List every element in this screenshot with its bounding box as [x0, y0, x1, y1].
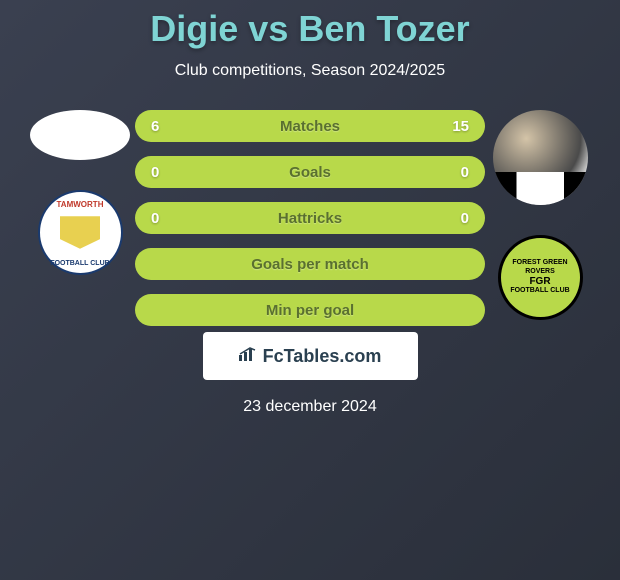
- badge-right-center: FGR: [529, 276, 550, 287]
- stat-right-value: 0: [439, 210, 469, 227]
- stat-left-value: 0: [151, 210, 181, 227]
- right-column: FOREST GREEN ROVERS FGR FOOTBALL CLUB: [485, 110, 595, 320]
- club-badge-left: TAMWORTH FOOTBALL CLUB: [38, 190, 123, 275]
- stat-label: Min per goal: [266, 302, 354, 319]
- stat-right-value: 15: [439, 118, 469, 135]
- left-column: TAMWORTH FOOTBALL CLUB: [25, 110, 135, 275]
- stat-label: Goals: [289, 164, 331, 181]
- club-badge-right: FOREST GREEN ROVERS FGR FOOTBALL CLUB: [498, 235, 583, 320]
- stat-label: Matches: [280, 118, 340, 135]
- stats-column: 6 Matches 15 0 Goals 0 0 Hattricks 0 Goa…: [135, 110, 485, 326]
- player-avatar-left: [30, 110, 130, 160]
- badge-right-bottom-text: FOOTBALL CLUB: [510, 287, 569, 295]
- stat-bar-hattricks: 0 Hattricks 0: [135, 202, 485, 234]
- date-text: 23 december 2024: [0, 398, 620, 416]
- badge-left-bottom-text: FOOTBALL CLUB: [50, 260, 109, 267]
- stat-bar-min-per-goal: Min per goal: [135, 294, 485, 326]
- kit-stripe: [493, 172, 588, 205]
- stat-left-value: 0: [151, 164, 181, 181]
- stat-label: Hattricks: [278, 210, 342, 227]
- badge-left-top-text: TAMWORTH: [57, 200, 104, 209]
- page-title: Digie vs Ben Tozer: [0, 0, 620, 50]
- stat-bar-goals-per-match: Goals per match: [135, 248, 485, 280]
- badge-right-top-text: FOREST GREEN ROVERS: [501, 259, 580, 276]
- stat-right-value: 0: [439, 164, 469, 181]
- stat-label: Goals per match: [251, 256, 369, 273]
- chart-icon: [239, 347, 257, 366]
- comparison-row: TAMWORTH FOOTBALL CLUB 6 Matches 15 0 Go…: [0, 110, 620, 326]
- brand-text: FcTables.com: [263, 346, 382, 367]
- stat-left-value: 6: [151, 118, 181, 135]
- stat-bar-goals: 0 Goals 0: [135, 156, 485, 188]
- player-avatar-right: [493, 110, 588, 205]
- subtitle: Club competitions, Season 2024/2025: [0, 62, 620, 80]
- brand-box: FcTables.com: [203, 332, 418, 380]
- stat-bar-matches: 6 Matches 15: [135, 110, 485, 142]
